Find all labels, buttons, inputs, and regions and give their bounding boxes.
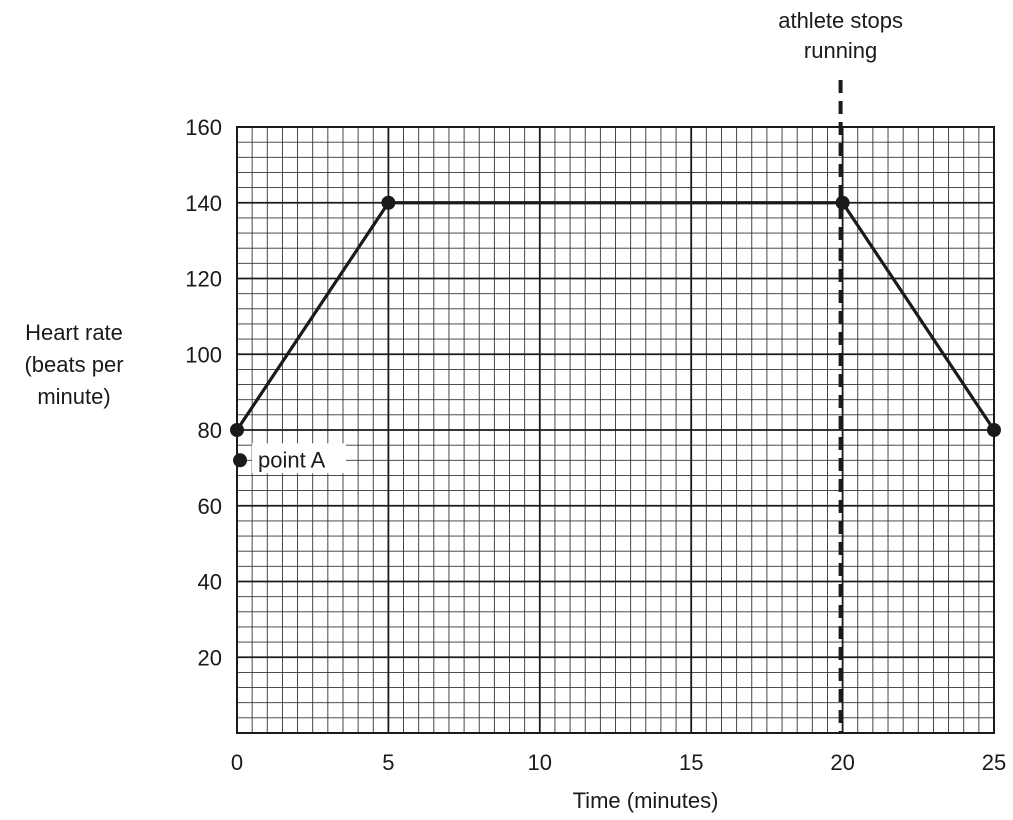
y-tick-label: 160	[185, 115, 222, 140]
x-tick-label: 15	[679, 750, 703, 775]
y-axis-label-line-2: (beats per	[24, 352, 123, 377]
series-layer	[235, 201, 996, 431]
heart-rate-series-line	[235, 201, 996, 431]
y-tick-label: 20	[198, 645, 222, 670]
data-point	[835, 195, 850, 210]
y-tick-label: 60	[198, 494, 222, 519]
points-layer: point A	[230, 195, 1001, 474]
point-a-marker	[233, 453, 248, 468]
y-tick-label: 100	[185, 342, 222, 367]
point-a-label: point A	[258, 447, 326, 472]
x-axis-label: Time (minutes)	[573, 788, 719, 813]
athlete-stops-label-line-1: athlete stops	[778, 8, 903, 33]
y-axis-label-line-3: minute)	[37, 384, 110, 409]
vertical-marker: athlete stops running	[778, 8, 903, 733]
tick-labels: 0 5 10 15 20 25 20 40 60 80 100 120 140 160	[185, 115, 1006, 775]
data-point	[987, 423, 1001, 437]
x-tick-label: 20	[830, 750, 854, 775]
y-tick-label: 120	[185, 267, 222, 292]
y-tick-label: 140	[185, 191, 222, 216]
x-tick-label: 25	[982, 750, 1006, 775]
y-axis-label-line-1: Heart rate	[25, 320, 123, 345]
x-tick-label: 5	[382, 750, 394, 775]
y-tick-label: 40	[198, 570, 222, 595]
axis-labels: Time (minutes) Heart rate (beats per minute…	[24, 320, 718, 813]
data-point	[381, 195, 396, 210]
x-tick-label: 10	[528, 750, 552, 775]
athlete-stops-label-line-2: running	[804, 38, 877, 63]
data-point	[230, 423, 244, 437]
point-a-label-bg	[252, 443, 347, 474]
grid	[236, 126, 995, 734]
x-tick-label: 0	[231, 750, 243, 775]
y-tick-label: 80	[198, 418, 222, 443]
